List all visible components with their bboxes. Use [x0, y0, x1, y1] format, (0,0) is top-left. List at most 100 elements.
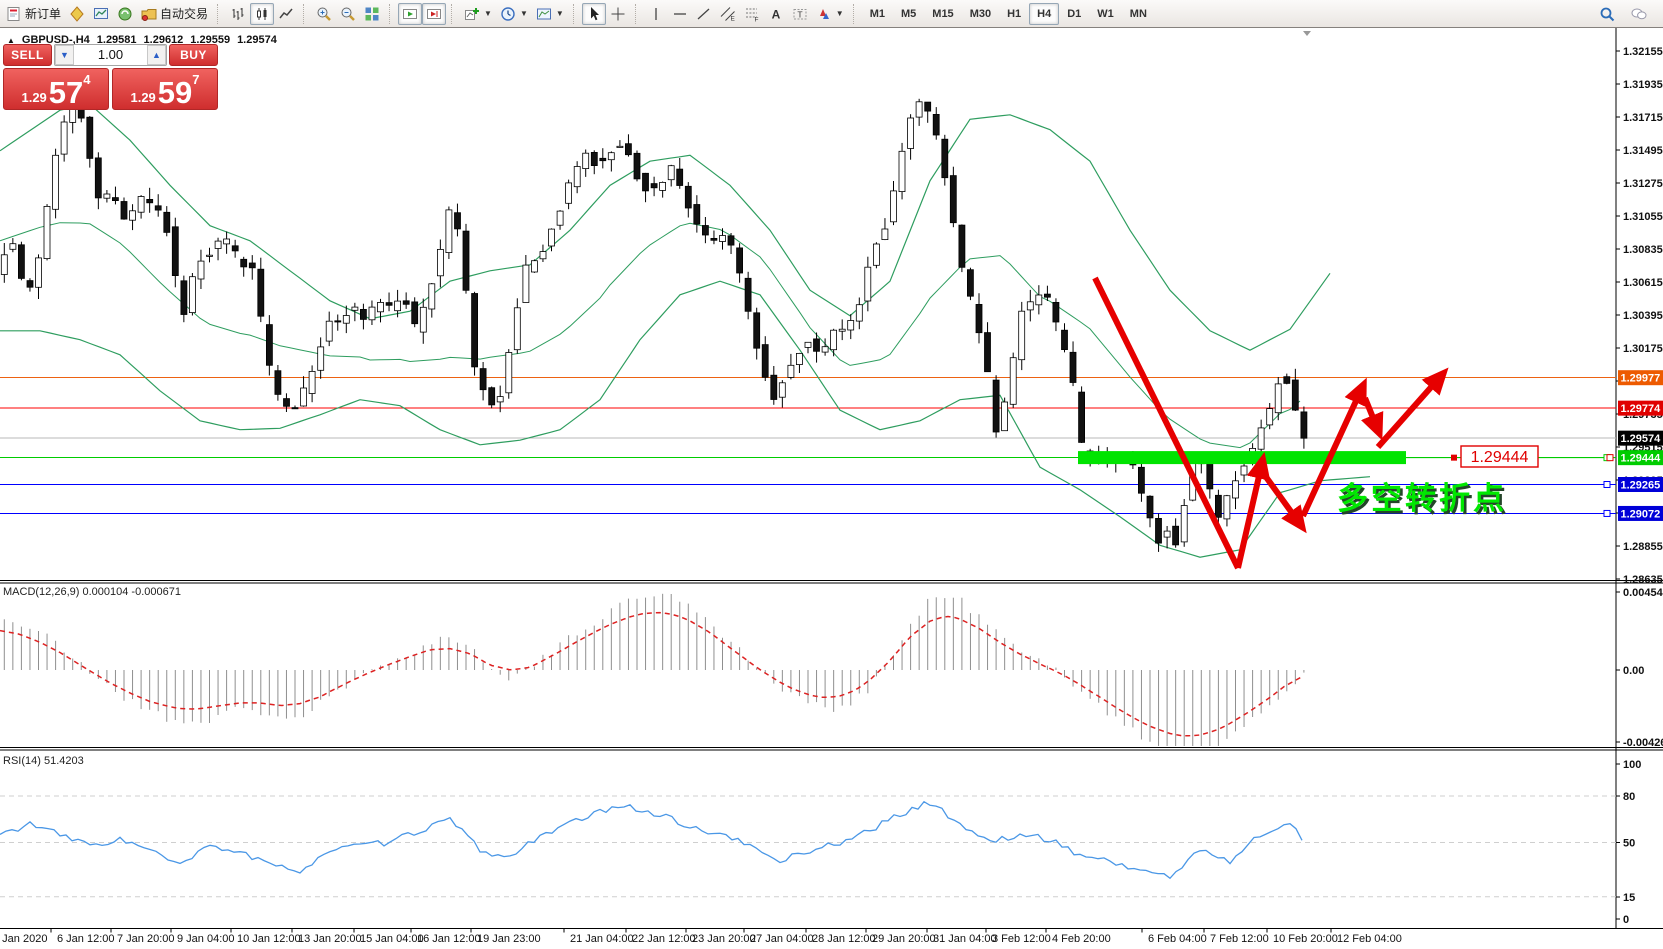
candle-body	[257, 268, 265, 317]
red-arrow-segment[interactable]	[1092, 276, 1241, 570]
buy-price-button[interactable]: 1.29 59 7	[112, 68, 218, 110]
profile-button[interactable]	[65, 3, 89, 25]
vertical-line-button[interactable]	[644, 3, 668, 25]
chevron-down-icon[interactable]: ▼	[484, 9, 492, 18]
tf-w1[interactable]: W1	[1089, 3, 1122, 25]
indicators-button[interactable]: ▼	[460, 3, 496, 25]
crosshair-button[interactable]	[606, 3, 630, 25]
rsi-axis-label: 50	[1623, 838, 1635, 850]
zoom-in-button[interactable]	[312, 3, 336, 25]
zoom-out-button[interactable]	[336, 3, 360, 25]
tf-mn[interactable]: MN	[1122, 3, 1155, 25]
candle-body	[9, 243, 17, 250]
candle-body	[1044, 293, 1051, 298]
collapse-panel-icon[interactable]: ▲	[7, 35, 15, 45]
candle-body	[1001, 401, 1008, 432]
candle-body	[1069, 351, 1077, 383]
candle-body	[471, 293, 479, 368]
tf-h1[interactable]: H1	[999, 3, 1029, 25]
tf-m1[interactable]: M1	[862, 3, 893, 25]
fibonacci-button[interactable]: F	[740, 3, 764, 25]
macd-panel: MACD(12,26,9) 0.000104 -0.000671 0.004542…	[0, 586, 1663, 749]
community-button[interactable]	[1627, 3, 1651, 25]
channel-button[interactable]: E	[716, 3, 740, 25]
price-badge	[1618, 505, 1663, 521]
candle-body	[565, 182, 572, 204]
volume-decrease-button[interactable]: ▼	[55, 45, 74, 65]
label-icon: T	[793, 8, 807, 19]
tf-m15[interactable]: M15	[924, 3, 961, 25]
chevron-down-icon[interactable]: ▼	[555, 9, 564, 18]
red-arrow-segment[interactable]	[1300, 377, 1367, 518]
new-order-button[interactable]: 新订单	[2, 3, 65, 25]
tf-m30[interactable]: M30	[962, 3, 999, 25]
time-tick-label: 29 Jan 20:00	[872, 933, 936, 945]
red-arrow-segment[interactable]	[1361, 396, 1384, 441]
drag-handle[interactable]	[1451, 454, 1457, 461]
autoscroll-button[interactable]	[398, 2, 423, 25]
drag-handle[interactable]	[1606, 454, 1614, 462]
red-arrow-segment[interactable]	[1235, 451, 1271, 569]
chevron-down-icon[interactable]: ▼	[519, 9, 528, 18]
time-axis[interactable]: 3 Jan 2020 6 Jan 12:007 Jan 20:009 Jan 04…	[0, 928, 1402, 946]
candle-body	[684, 185, 692, 209]
trendline-button[interactable]	[692, 3, 716, 25]
candlestick-chart-button[interactable]	[250, 2, 275, 25]
sell-price-button[interactable]: 1.29 57 4	[3, 68, 109, 110]
red-arrow-segment[interactable]	[1263, 475, 1307, 534]
search-button[interactable]	[1595, 3, 1619, 25]
price-axis: 1.32155 1.31935 1.31715 1.31495 1.31275 1.310…	[1616, 46, 1663, 586]
cursor-button[interactable]	[581, 2, 606, 25]
candle-body	[992, 379, 1000, 433]
chart-shift-button[interactable]	[422, 2, 447, 25]
candle-body	[804, 341, 812, 348]
text-button[interactable]: A	[764, 3, 788, 25]
autoscroll-icon	[403, 8, 418, 19]
volume-input[interactable]: 1.00	[97, 47, 124, 62]
tf-m5[interactable]: M5	[893, 3, 924, 25]
horizontal-line-button[interactable]	[668, 3, 692, 25]
periods-button[interactable]: ▼	[496, 3, 532, 25]
templates-button[interactable]: ▼	[532, 3, 568, 25]
candle-body	[838, 328, 846, 332]
tf-h4-label: H4	[1037, 7, 1052, 20]
chart-shift-marker[interactable]	[1303, 31, 1311, 36]
ohlc-high: 1.29612	[143, 34, 184, 46]
tf-h4[interactable]: H4	[1029, 2, 1060, 25]
price-tick-label: 1.31275	[1623, 178, 1663, 190]
line-chart-button[interactable]	[274, 3, 298, 25]
candle-body	[1018, 310, 1026, 361]
autotrading-button[interactable]: 自动交易	[137, 3, 212, 25]
price-tag-box[interactable]	[1460, 445, 1539, 468]
volume-increase-button[interactable]: ▲	[147, 45, 166, 65]
drag-handle[interactable]	[1603, 509, 1611, 517]
market-watch-button[interactable]	[89, 3, 113, 25]
chart-window: 1.29444 多空转折点 多空转折点 1.32155 1.31935 1.31715 1.…	[0, 28, 1663, 949]
bar-chart-button[interactable]	[226, 3, 250, 25]
trend-arrows[interactable]	[1092, 276, 1449, 570]
candle-body	[496, 396, 504, 403]
candle-body	[864, 266, 872, 302]
candle-body	[359, 308, 367, 320]
arrows-button[interactable]: ▼	[812, 3, 848, 25]
candle-body	[847, 320, 855, 331]
chevron-down-icon[interactable]: ▼	[835, 9, 844, 18]
tf-d1[interactable]: D1	[1059, 3, 1089, 25]
autotrading-button-label: 自动交易	[160, 7, 209, 21]
navigator-button[interactable]	[113, 3, 137, 25]
text-label-button[interactable]: T	[788, 3, 812, 25]
tf-h1-label: H1	[1007, 7, 1022, 20]
candle-body	[368, 306, 376, 321]
autotrading-icon	[141, 8, 157, 21]
sell-price-frac: 1.29	[21, 90, 47, 105]
new-order-button-label: 新订单	[25, 7, 62, 21]
buy-button[interactable]: BUY	[169, 44, 218, 66]
cn-annotation-text[interactable]: 多空转折点	[1337, 481, 1507, 516]
support-highlight-bar[interactable]	[1078, 451, 1406, 465]
drag-handle[interactable]	[1603, 481, 1611, 488]
sell-button[interactable]: SELL	[3, 44, 52, 66]
tile-windows-button[interactable]	[360, 3, 384, 25]
red-arrow-segment[interactable]	[1375, 367, 1449, 449]
price-tick-label: 1.30395	[1623, 310, 1663, 322]
